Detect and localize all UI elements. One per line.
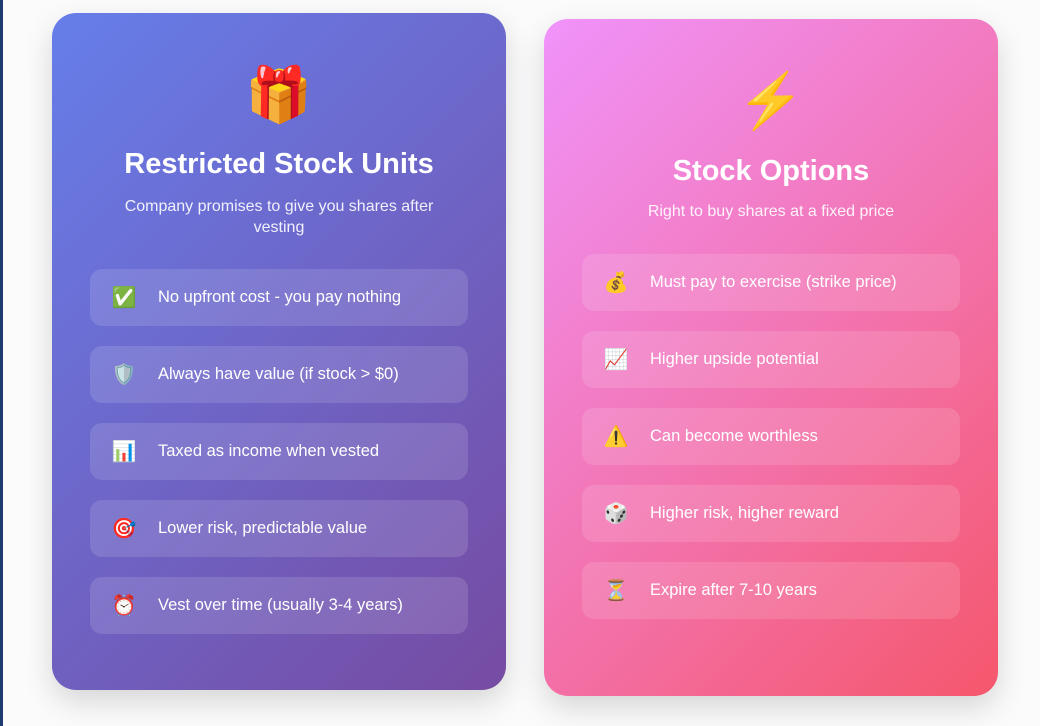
dice-icon: 🎲: [603, 503, 629, 525]
left-edge-border: [0, 0, 3, 726]
feature-list: 💰 Must pay to exercise (strike price) 📈 Hi…: [582, 254, 960, 639]
card-subtitle: Company promises to give you shares afte…: [124, 198, 434, 236]
warning-icon: ⚠️: [603, 426, 629, 448]
item-text: Vest over time (usually 3-4 years): [158, 596, 403, 614]
item-text: Taxed as income when vested: [158, 442, 380, 460]
list-item: 🎯 Lower risk, predictable value: [90, 500, 468, 557]
target-icon: 🎯: [111, 518, 137, 540]
list-item: ⏰ Vest over time (usually 3-4 years): [90, 577, 468, 634]
chart-increasing-icon: 📈: [603, 349, 629, 371]
list-item: ✅ No upfront cost - you pay nothing: [90, 269, 468, 326]
item-text: Must pay to exercise (strike price): [650, 273, 897, 291]
item-text: Can become worthless: [650, 427, 818, 445]
hourglass-icon: ⏳: [603, 580, 629, 602]
card-subtitle: Right to buy shares at a fixed price: [647, 203, 895, 220]
list-item: 📈 Higher upside potential: [582, 331, 960, 388]
shield-icon: 🛡️: [111, 364, 137, 386]
alarm-clock-icon: ⏰: [111, 595, 137, 617]
list-item: ⏳ Expire after 7-10 years: [582, 562, 960, 619]
item-text: Lower risk, predictable value: [158, 519, 368, 537]
check-mark-icon: ✅: [111, 287, 137, 309]
feature-list: ✅ No upfront cost - you pay nothing 🛡️ Alw…: [90, 269, 468, 654]
lightning-icon: ⚡: [737, 71, 805, 131]
list-item: 💰 Must pay to exercise (strike price): [582, 254, 960, 311]
item-text: Expire after 7-10 years: [650, 581, 817, 599]
gift-icon: 🎁: [245, 65, 313, 125]
card-title: Stock Options: [672, 155, 870, 187]
list-item: 🎲 Higher risk, higher reward: [582, 485, 960, 542]
list-item: 📊 Taxed as income when vested: [90, 423, 468, 480]
item-text: Higher upside potential: [650, 350, 819, 368]
item-text: Higher risk, higher reward: [650, 504, 839, 522]
bar-chart-icon: 📊: [111, 441, 137, 463]
list-item: 🛡️ Always have value (if stock > $0): [90, 346, 468, 403]
rsu-card: 🎁 Restricted Stock Units Company promise…: [52, 13, 506, 690]
stock-options-card: ⚡ Stock Options Right to buy shares at a…: [544, 19, 998, 696]
card-title: Restricted Stock Units: [124, 148, 434, 180]
money-bag-icon: 💰: [603, 272, 629, 294]
item-text: No upfront cost - you pay nothing: [158, 288, 402, 306]
item-text: Always have value (if stock > $0): [158, 365, 399, 383]
list-item: ⚠️ Can become worthless: [582, 408, 960, 465]
